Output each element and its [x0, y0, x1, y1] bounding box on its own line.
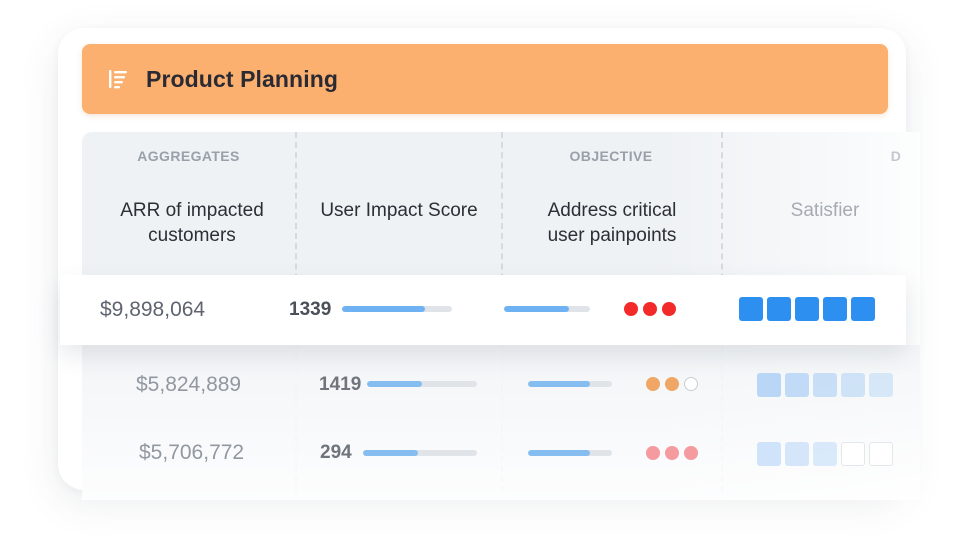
lower-rows-background	[82, 345, 920, 500]
page-title: Product Planning	[146, 65, 338, 92]
table-row-highlighted[interactable]	[60, 275, 906, 345]
severity-dot	[665, 446, 679, 460]
severity-dot	[646, 446, 660, 460]
objective-progress-bar	[504, 306, 590, 312]
column-header-arr-line1: ARR of impacted	[120, 200, 264, 221]
objective-progress-bar	[528, 450, 612, 456]
satisfier-square	[841, 442, 865, 466]
group-label-partial: D	[890, 148, 902, 164]
severity-dot	[662, 302, 676, 316]
list-sort-icon[interactable]	[106, 67, 130, 91]
satisfier-square	[757, 373, 781, 397]
severity-dot	[684, 377, 698, 391]
satisfier-square	[823, 297, 847, 321]
title-bar: Product Planning	[82, 44, 888, 114]
score-progress-bar	[367, 381, 477, 387]
row-arr-value: $5,706,772	[139, 441, 245, 464]
satisfier-square	[767, 297, 791, 321]
severity-dots	[646, 446, 698, 460]
satisfier-squares	[757, 373, 893, 397]
objective-progress-fill	[504, 306, 569, 312]
satisfier-square	[851, 297, 875, 321]
objective-progress-fill	[528, 450, 591, 456]
satisfier-squares	[739, 297, 875, 321]
row-score-value: 1339	[289, 299, 332, 320]
objective-progress-fill	[528, 381, 591, 387]
column-header-address-line1: Address critical	[547, 200, 677, 221]
objective-progress-bar	[528, 381, 612, 387]
satisfier-square	[869, 373, 893, 397]
column-header-arr[interactable]: ARR of impacted customers	[82, 198, 302, 248]
severity-dot	[665, 377, 679, 391]
score-progress-fill	[367, 381, 422, 387]
score-progress-bar	[363, 450, 477, 456]
score-progress-fill	[342, 306, 425, 312]
column-header-satisfier[interactable]: Satisfier	[723, 198, 927, 223]
satisfier-square	[869, 442, 893, 466]
satisfier-square	[813, 442, 837, 466]
severity-dots	[624, 302, 676, 316]
column-header-address[interactable]: Address critical user painpoints	[503, 198, 721, 248]
row-arr-value: $9,898,064	[100, 298, 206, 321]
group-label-aggregates: AGGREGATES	[137, 148, 240, 164]
satisfier-square	[785, 373, 809, 397]
column-header-address-line2: user painpoints	[547, 225, 677, 246]
satisfier-squares	[757, 442, 893, 466]
satisfier-square	[813, 373, 837, 397]
column-header-satisfier-label: Satisfier	[790, 200, 860, 221]
satisfier-square	[785, 442, 809, 466]
satisfier-square	[841, 373, 865, 397]
satisfier-square	[757, 442, 781, 466]
severity-dots	[646, 377, 698, 391]
column-header-arr-line2: customers	[148, 225, 236, 246]
severity-dot	[646, 377, 660, 391]
column-header-user-impact-label: User Impact Score	[320, 200, 478, 221]
satisfier-square	[739, 297, 763, 321]
severity-dot	[684, 446, 698, 460]
severity-dot	[643, 302, 657, 316]
score-progress-fill	[363, 450, 418, 456]
row-arr-value: $5,824,889	[136, 373, 242, 396]
group-label-objective: OBJECTIVE	[569, 148, 653, 164]
row-score-value: 1419	[319, 374, 362, 395]
row-score-value: 294	[320, 442, 352, 463]
severity-dot	[624, 302, 638, 316]
satisfier-square	[795, 297, 819, 321]
score-progress-bar	[342, 306, 452, 312]
column-header-user-impact[interactable]: User Impact Score	[297, 198, 501, 223]
